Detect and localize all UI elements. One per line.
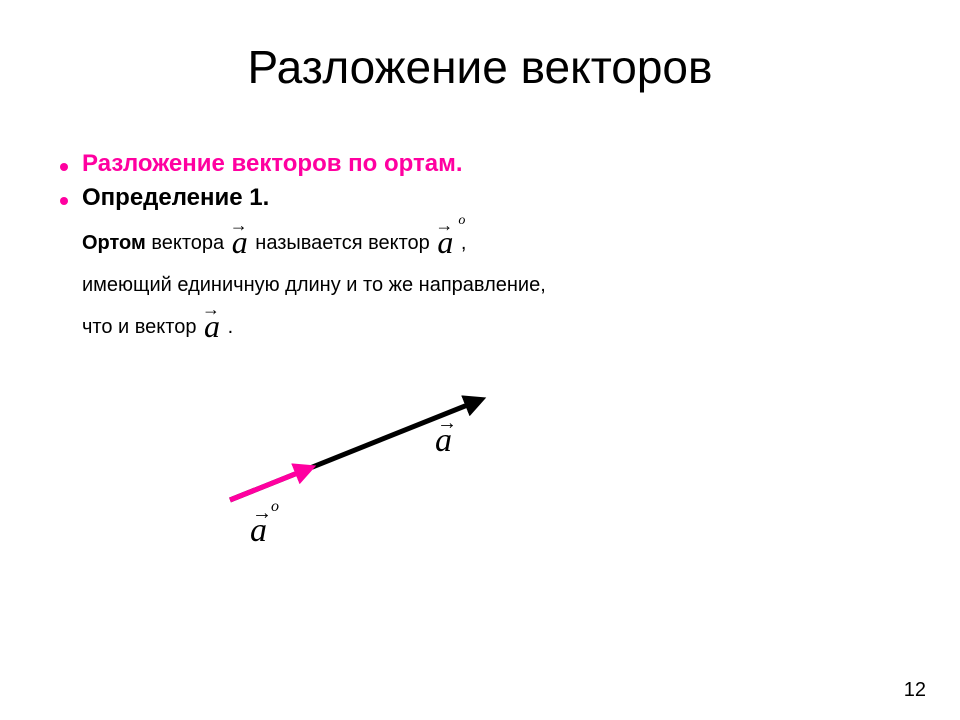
bullet-dot-icon — [60, 163, 68, 171]
arrow-icon: → — [202, 300, 220, 318]
slide: Разложение векторов Разложение векторов … — [0, 0, 960, 720]
diagram-label-a: → a — [435, 422, 452, 460]
definition-paragraph: Ортом вектора → a называется вектор → a … — [82, 222, 546, 348]
text-fragment: что и вектор — [82, 316, 202, 338]
bullet-1-text: Разложение векторов по ортам. — [82, 150, 463, 178]
vector-a0-symbol: → a o — [435, 226, 455, 258]
slide-title: Разложение векторов — [0, 40, 960, 94]
bullet-2-text: Определение 1. — [82, 184, 269, 212]
unit-vector-line — [230, 468, 310, 500]
vector-svg — [190, 380, 610, 580]
arrow-icon: → — [437, 412, 457, 435]
vector-a-symbol: → a — [230, 226, 250, 258]
definition-line-3: что и вектор → a . — [82, 306, 546, 348]
term-ort: Ортом — [82, 232, 146, 254]
vector-a-symbol: → a — [202, 310, 222, 342]
page-number: 12 — [904, 679, 926, 702]
definition-line-2: имеющий единичную длину и то же направле… — [82, 264, 546, 306]
definition-line-1: Ортом вектора → a называется вектор → a … — [82, 222, 546, 264]
bullet-row-2: Определение 1. — [60, 184, 900, 212]
diagram-label-a0: → a o — [250, 512, 267, 550]
bullet-dot-icon — [60, 197, 68, 205]
superscript: o — [458, 214, 465, 228]
text-fragment: называется вектор — [255, 232, 435, 254]
superscript: o — [271, 498, 279, 516]
text-fragment: . — [228, 316, 234, 338]
bullet-row-1: Разложение векторов по ортам. — [60, 150, 900, 178]
arrow-icon: → — [230, 216, 248, 234]
arrow-icon: → — [435, 216, 453, 234]
arrow-icon: → — [252, 502, 272, 525]
text-fragment: вектора — [146, 232, 230, 254]
bullet-list: Разложение векторов по ортам. Определени… — [60, 150, 900, 218]
text-fragment: , — [461, 232, 467, 254]
vector-diagram: → a → a o — [190, 380, 610, 580]
